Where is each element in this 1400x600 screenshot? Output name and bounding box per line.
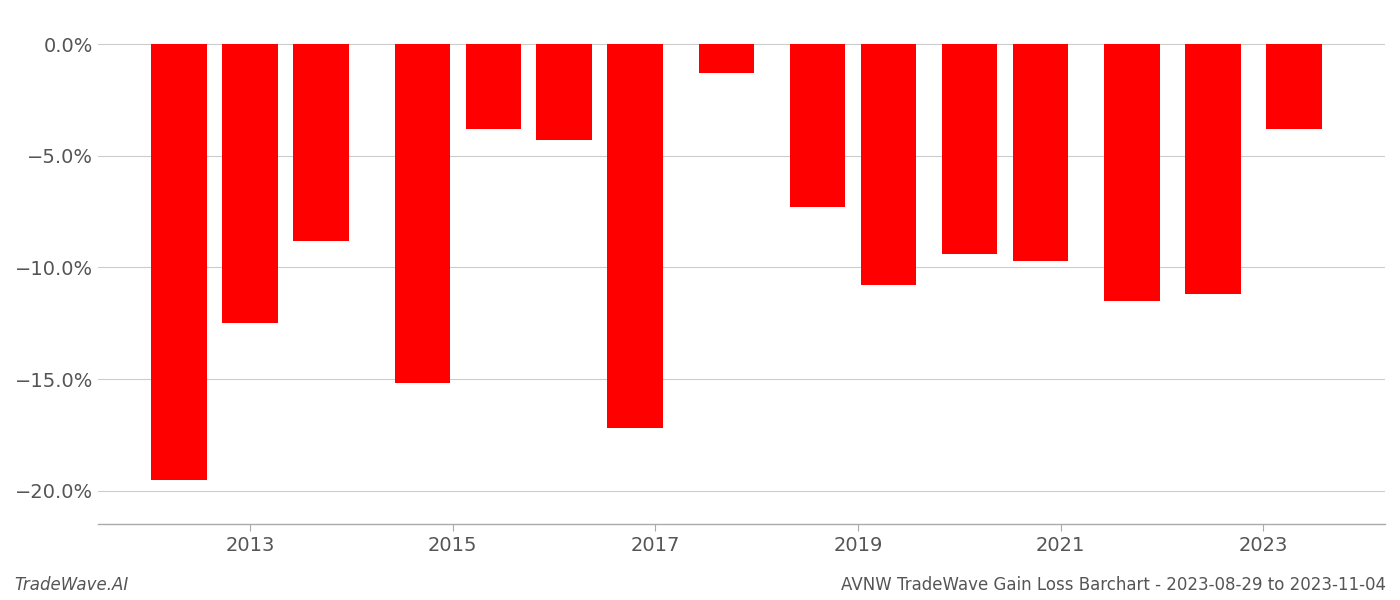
Bar — [861, 44, 917, 285]
Bar — [790, 44, 846, 207]
Bar — [1184, 44, 1240, 294]
Bar — [1012, 44, 1068, 260]
Bar — [1266, 44, 1322, 129]
Bar — [223, 44, 279, 323]
Bar — [608, 44, 664, 428]
Bar — [151, 44, 207, 479]
Bar — [942, 44, 997, 254]
Bar — [536, 44, 592, 140]
Bar — [466, 44, 521, 129]
Bar — [293, 44, 349, 241]
Bar — [1103, 44, 1159, 301]
Bar — [699, 44, 755, 73]
Text: AVNW TradeWave Gain Loss Barchart - 2023-08-29 to 2023-11-04: AVNW TradeWave Gain Loss Barchart - 2023… — [841, 576, 1386, 594]
Text: TradeWave.AI: TradeWave.AI — [14, 576, 129, 594]
Bar — [395, 44, 451, 383]
